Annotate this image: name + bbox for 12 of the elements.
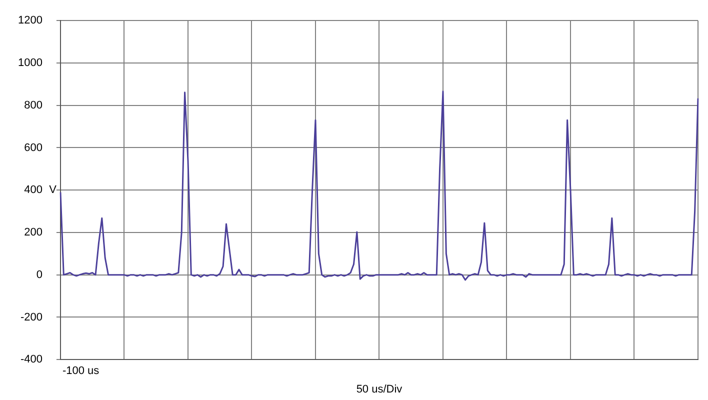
y-tick-label: -400 — [20, 354, 42, 366]
y-tick-label: -200 — [20, 311, 42, 324]
y-tick-label: 400 — [24, 184, 42, 196]
x-axis-title: 50 us/Div — [356, 383, 403, 396]
y-tick-label: 1000 — [18, 57, 42, 70]
y-tick-label: 800 — [24, 99, 42, 112]
text: -100 us — [62, 365, 100, 378]
y-tick-label: 1200 — [18, 14, 42, 27]
y-tick-label: 0 — [36, 268, 42, 281]
y-tick-label: 600 — [24, 142, 42, 154]
y-tick-label: 200 — [24, 226, 42, 239]
y-axis-title: V — [49, 184, 58, 196]
